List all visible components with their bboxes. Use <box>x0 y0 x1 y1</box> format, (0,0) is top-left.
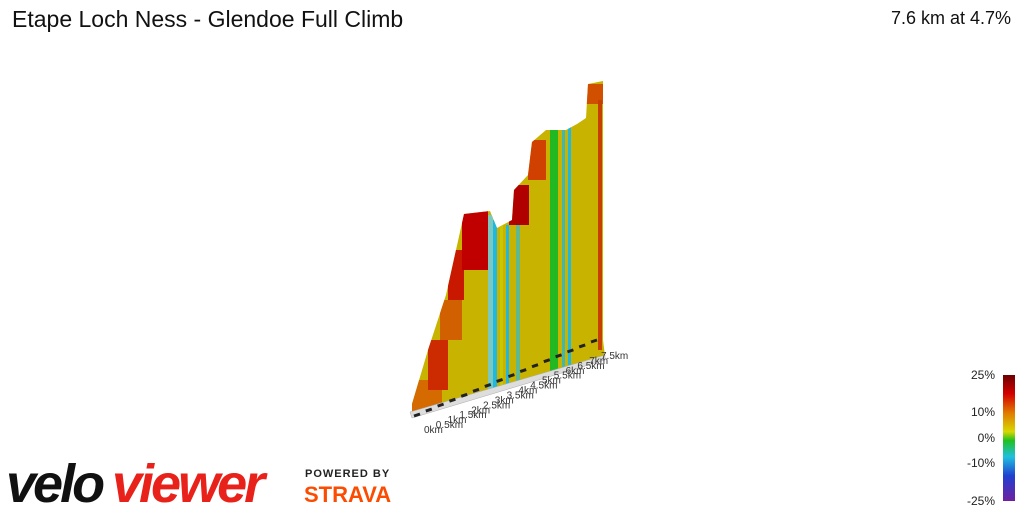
distance-label: 5km <box>542 376 561 387</box>
title: Etape Loch Ness - Glendoe Full Climb <box>12 6 404 32</box>
distance-label: 2.5km <box>483 400 510 411</box>
distance-tick <box>496 378 504 383</box>
distance-tick <box>425 407 433 413</box>
distance-axis: 0km0.5km1km1.5km2km2.5km3km3.5km4km4.5km… <box>413 338 628 436</box>
logo-velo: velo <box>6 454 104 512</box>
distance-label: 0km <box>424 425 443 436</box>
legend-label: 0% <box>978 431 996 445</box>
distance-tick <box>543 358 551 364</box>
distance-label: 4.5km <box>530 381 557 392</box>
strava-logo: STRAVA <box>304 482 391 507</box>
distance-tick <box>578 343 586 349</box>
distance-label: 6.5km <box>577 361 604 372</box>
legend-label: 25% <box>971 368 995 382</box>
distance-label: 4km <box>518 386 537 397</box>
distance-label: 2km <box>471 405 490 416</box>
legend-label: 10% <box>971 405 995 419</box>
logo-viewer: viewer <box>112 454 268 512</box>
gradient-legend: 25% 10% 0% -10% -25% <box>967 368 995 508</box>
distance-label: 6km <box>566 366 585 377</box>
distance-tick <box>566 348 574 354</box>
distance-label: 0.5km <box>436 420 463 431</box>
distance-tick <box>590 338 598 344</box>
distance-label: 7.5km <box>601 351 628 362</box>
summary: 7.6 km at 4.7% <box>890 8 1011 28</box>
distance-tick <box>519 368 527 374</box>
distance-tick <box>460 392 468 398</box>
distance-label: 3km <box>495 395 514 406</box>
distance-label: 1km <box>448 415 467 426</box>
gradient-scale <box>1003 375 1015 501</box>
legend-label: -10% <box>967 456 995 470</box>
legend-label: -25% <box>967 494 995 508</box>
distance-label: 3.5km <box>507 390 534 401</box>
distance-tick <box>472 387 480 393</box>
distance-tick <box>448 397 456 403</box>
distance-label: 7km <box>589 356 608 367</box>
distance-label: 5.5km <box>554 371 581 382</box>
base <box>409 354 606 419</box>
distance-tick <box>555 353 563 359</box>
distance-label: 1.5km <box>459 410 486 421</box>
distance-tick <box>507 373 515 378</box>
distance-tick <box>413 412 421 418</box>
distance-tick <box>437 402 445 408</box>
distance-tick <box>484 382 492 388</box>
powered-by: POWERED BY <box>305 468 390 480</box>
distance-tick <box>531 363 539 369</box>
